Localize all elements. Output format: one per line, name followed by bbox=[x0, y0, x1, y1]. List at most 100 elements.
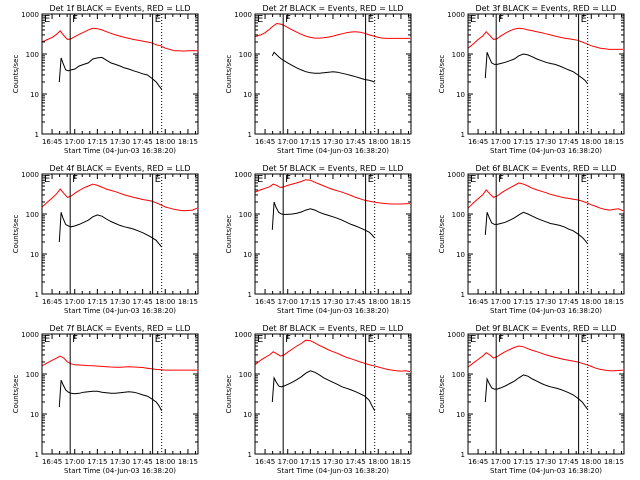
x-tick-label: 17:45 bbox=[133, 138, 153, 146]
time-marker-label: F bbox=[498, 334, 504, 345]
y-tick-label: 100 bbox=[452, 371, 465, 379]
y-tick-label: 1000 bbox=[447, 331, 465, 339]
panel-title: Det 3f BLACK = Events, RED = LLD bbox=[475, 4, 616, 13]
y-tick-label: 10 bbox=[30, 91, 39, 99]
panel-title: Det 6f BLACK = Events, RED = LLD bbox=[475, 164, 616, 173]
x-tick-label: 18:00 bbox=[155, 458, 175, 466]
y-tick-label: 10 bbox=[456, 251, 465, 259]
y-tick-label: 1 bbox=[248, 291, 252, 299]
y-axis-label: Counts/sec bbox=[225, 375, 233, 414]
panel-title: Det 1f BLACK = Events, RED = LLD bbox=[49, 4, 190, 13]
y-tick-label: 100 bbox=[26, 371, 39, 379]
x-tick-label: 17:30 bbox=[323, 458, 343, 466]
x-tick-label: 18:00 bbox=[368, 138, 388, 146]
x-tick-label: 16:45 bbox=[468, 458, 488, 466]
x-axis-label: Start Time (04-Jun-03 16:38:20) bbox=[277, 147, 389, 155]
y-tick-label: 1000 bbox=[447, 171, 465, 179]
y-axis-label: Counts/sec bbox=[225, 215, 233, 254]
lld-series-line bbox=[41, 183, 198, 212]
time-marker-label: E bbox=[581, 174, 587, 185]
x-tick-label: 18:15 bbox=[391, 298, 411, 306]
events-series-line bbox=[58, 212, 163, 248]
x-tick-label: 17:00 bbox=[278, 458, 298, 466]
x-tick-label: 18:00 bbox=[155, 138, 175, 146]
x-tick-label: 17:00 bbox=[278, 138, 298, 146]
lld-series-line bbox=[467, 182, 624, 212]
x-tick-label: 17:30 bbox=[110, 298, 130, 306]
x-tick-label: 17:30 bbox=[323, 298, 343, 306]
time-marker-label: E bbox=[257, 174, 263, 185]
time-marker-label: E bbox=[44, 334, 50, 345]
y-tick-label: 100 bbox=[26, 211, 39, 219]
y-tick-label: 1 bbox=[461, 291, 465, 299]
x-tick-label: 17:15 bbox=[87, 458, 107, 466]
y-tick-label: 100 bbox=[452, 51, 465, 59]
x-tick-label: 17:30 bbox=[110, 458, 130, 466]
events-series-line bbox=[484, 374, 589, 410]
x-tick-label: 16:45 bbox=[255, 298, 275, 306]
x-tick-label: 17:00 bbox=[491, 458, 511, 466]
y-tick-label: 1000 bbox=[21, 331, 39, 339]
y-tick-label: 1 bbox=[248, 131, 252, 139]
lld-series-line bbox=[41, 27, 197, 52]
time-marker-label: E bbox=[44, 14, 50, 25]
y-tick-label: 1 bbox=[35, 451, 39, 459]
y-axis-label: Counts/sec bbox=[438, 375, 446, 414]
panel-title: Det 5f BLACK = Events, RED = LLD bbox=[262, 164, 403, 173]
y-axis-label: Counts/sec bbox=[12, 375, 20, 414]
events-series-line bbox=[271, 370, 376, 412]
x-tick-label: 17:30 bbox=[110, 138, 130, 146]
x-tick-label: 16:45 bbox=[42, 138, 62, 146]
x-tick-label: 18:15 bbox=[604, 138, 624, 146]
x-tick-label: 17:45 bbox=[346, 298, 366, 306]
x-tick-label: 17:45 bbox=[559, 298, 579, 306]
y-tick-label: 10 bbox=[30, 251, 39, 259]
x-tick-label: 16:45 bbox=[42, 298, 62, 306]
y-tick-label: 1 bbox=[461, 131, 465, 139]
x-axis-label: Start Time (04-Jun-03 16:38:20) bbox=[64, 307, 176, 315]
x-tick-label: 17:30 bbox=[536, 298, 556, 306]
x-tick-label: 17:45 bbox=[133, 458, 153, 466]
y-tick-label: 10 bbox=[456, 411, 465, 419]
x-tick-label: 18:15 bbox=[604, 298, 624, 306]
time-marker-label: E bbox=[470, 334, 476, 345]
x-axis-label: Start Time (04-Jun-03 16:38:20) bbox=[277, 307, 389, 315]
y-tick-label: 10 bbox=[243, 91, 252, 99]
x-tick-label: 18:00 bbox=[368, 458, 388, 466]
x-tick-label: 16:45 bbox=[255, 458, 275, 466]
y-tick-label: 1000 bbox=[447, 11, 465, 19]
x-tick-label: 18:00 bbox=[581, 298, 601, 306]
x-axis-label: Start Time (04-Jun-03 16:38:20) bbox=[277, 467, 389, 475]
lld-series-line bbox=[41, 355, 197, 371]
y-tick-label: 1 bbox=[35, 291, 39, 299]
x-tick-label: 17:15 bbox=[300, 138, 320, 146]
time-marker-label: F bbox=[498, 174, 504, 185]
x-tick-label: 17:30 bbox=[323, 138, 343, 146]
lld-series-line bbox=[254, 339, 411, 373]
y-tick-label: 1000 bbox=[21, 11, 39, 19]
y-tick-label: 1 bbox=[35, 131, 39, 139]
x-axis-label: Start Time (04-Jun-03 16:38:20) bbox=[64, 467, 176, 475]
time-marker-label: E bbox=[368, 14, 374, 25]
y-tick-label: 1 bbox=[461, 451, 465, 459]
x-axis-label: Start Time (04-Jun-03 16:38:20) bbox=[64, 147, 176, 155]
x-tick-label: 17:45 bbox=[346, 458, 366, 466]
time-marker-label: E bbox=[368, 334, 374, 345]
y-axis-label: Counts/sec bbox=[225, 55, 233, 94]
events-series-line bbox=[484, 52, 589, 85]
time-marker-label: E bbox=[155, 334, 161, 345]
y-axis-label: Counts/sec bbox=[438, 55, 446, 94]
panel-title: Det 9f BLACK = Events, RED = LLD bbox=[475, 324, 616, 333]
y-tick-label: 100 bbox=[26, 51, 39, 59]
x-tick-label: 18:00 bbox=[581, 458, 601, 466]
x-axis-label: Start Time (04-Jun-03 16:38:20) bbox=[490, 307, 602, 315]
x-tick-label: 17:15 bbox=[87, 138, 107, 146]
x-tick-label: 17:15 bbox=[300, 458, 320, 466]
x-tick-label: 18:15 bbox=[604, 458, 624, 466]
